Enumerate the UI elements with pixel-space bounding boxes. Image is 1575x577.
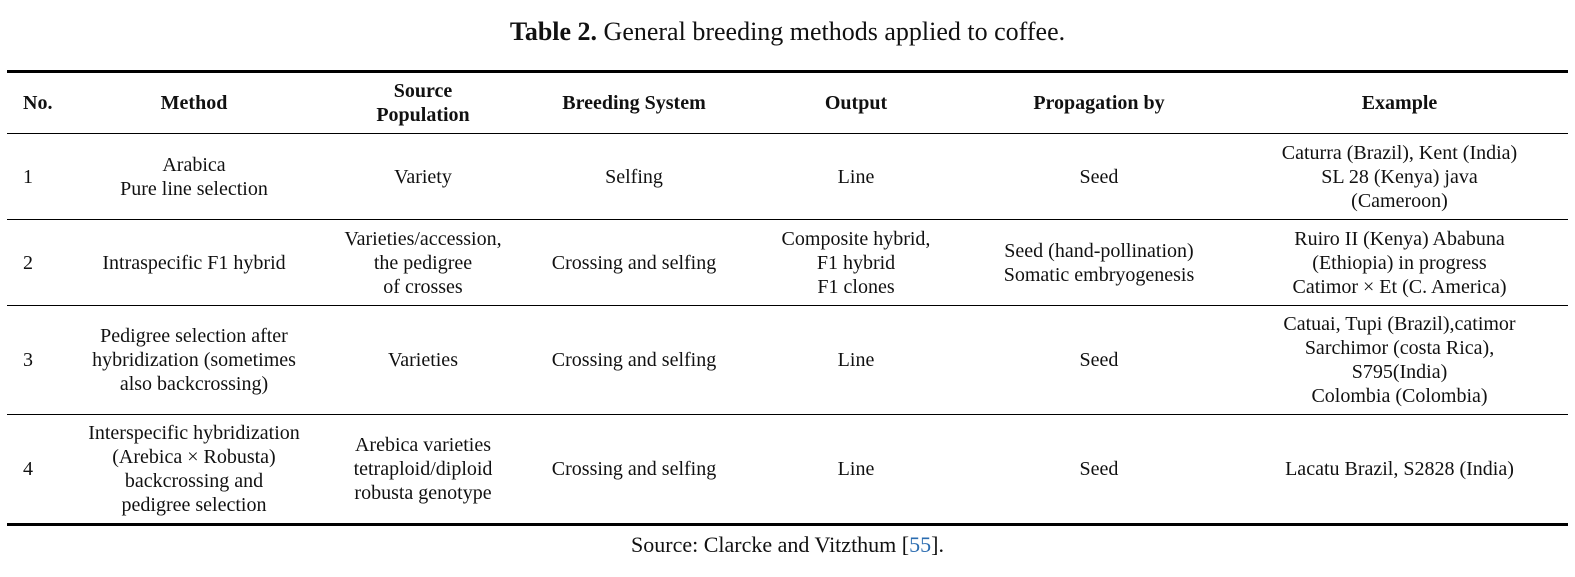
- source-prefix: Source: Clarcke and Vitzthum [: [631, 532, 910, 557]
- header-no: No.: [7, 70, 65, 134]
- cell-output: Line: [745, 414, 967, 526]
- cell-propagation: Seed: [967, 414, 1231, 526]
- cell-example: Caturra (Brazil), Kent (India) SL 28 (Ke…: [1231, 133, 1568, 220]
- source-suffix: ].: [931, 532, 944, 557]
- table-caption: Table 2. General breeding methods applie…: [0, 16, 1575, 48]
- header-breeding-system: Breeding System: [523, 70, 745, 134]
- table-row: 1 Arabica Pure line selection Variety Se…: [7, 133, 1568, 220]
- cell-propagation: Seed: [967, 133, 1231, 220]
- cell-method: Arabica Pure line selection: [65, 133, 323, 220]
- cell-breeding-system: Selfing: [523, 133, 745, 220]
- cell-no: 2: [7, 219, 65, 306]
- cell-output: Line: [745, 305, 967, 415]
- cell-method: Intraspecific F1 hybrid: [65, 219, 323, 306]
- header-method: Method: [65, 70, 323, 134]
- table-source-note: Source: Clarcke and Vitzthum [55].: [0, 531, 1575, 559]
- caption-label: Table 2.: [509, 17, 598, 46]
- cell-method: Interspecific hybridization (Arebica × R…: [65, 414, 323, 526]
- cell-breeding-system: Crossing and selfing: [523, 414, 745, 526]
- cell-no: 3: [7, 305, 65, 415]
- cell-output: Line: [745, 133, 967, 220]
- cell-source-population: Varieties/accession, the pedigree of cro…: [323, 219, 523, 306]
- cell-propagation: Seed (hand-pollination) Somatic embryoge…: [967, 219, 1231, 306]
- cell-example: Ruiro II (Kenya) Ababuna (Ethiopia) in p…: [1231, 219, 1568, 306]
- header-row: No. Method Source Population Breeding Sy…: [7, 70, 1568, 134]
- cell-method: Pedigree selection after hybridization (…: [65, 305, 323, 415]
- header-example: Example: [1231, 70, 1568, 134]
- table-row: 3 Pedigree selection after hybridization…: [7, 305, 1568, 415]
- breeding-methods-table: No. Method Source Population Breeding Sy…: [7, 70, 1568, 526]
- cell-no: 1: [7, 133, 65, 220]
- cell-propagation: Seed: [967, 305, 1231, 415]
- table-row: 4 Interspecific hybridization (Arebica ×…: [7, 414, 1568, 526]
- header-propagation: Propagation by: [967, 70, 1231, 134]
- table-row: 2 Intraspecific F1 hybrid Varieties/acce…: [7, 219, 1568, 306]
- cell-output: Composite hybrid, F1 hybrid F1 clones: [745, 219, 967, 306]
- cell-breeding-system: Crossing and selfing: [523, 305, 745, 415]
- header-source-population: Source Population: [323, 70, 523, 134]
- cell-source-population: Arebica varieties tetraploid/diploid rob…: [323, 414, 523, 526]
- caption-text: General breeding methods applied to coff…: [603, 17, 1066, 46]
- cell-example: Catuai, Tupi (Brazil),catimor Sarchimor …: [1231, 305, 1568, 415]
- cell-example: Lacatu Brazil, S2828 (India): [1231, 414, 1568, 526]
- cell-breeding-system: Crossing and selfing: [523, 219, 745, 306]
- header-output: Output: [745, 70, 967, 134]
- cell-source-population: Variety: [323, 133, 523, 220]
- cell-source-population: Varieties: [323, 305, 523, 415]
- cell-no: 4: [7, 414, 65, 526]
- citation-link[interactable]: 55: [909, 532, 932, 557]
